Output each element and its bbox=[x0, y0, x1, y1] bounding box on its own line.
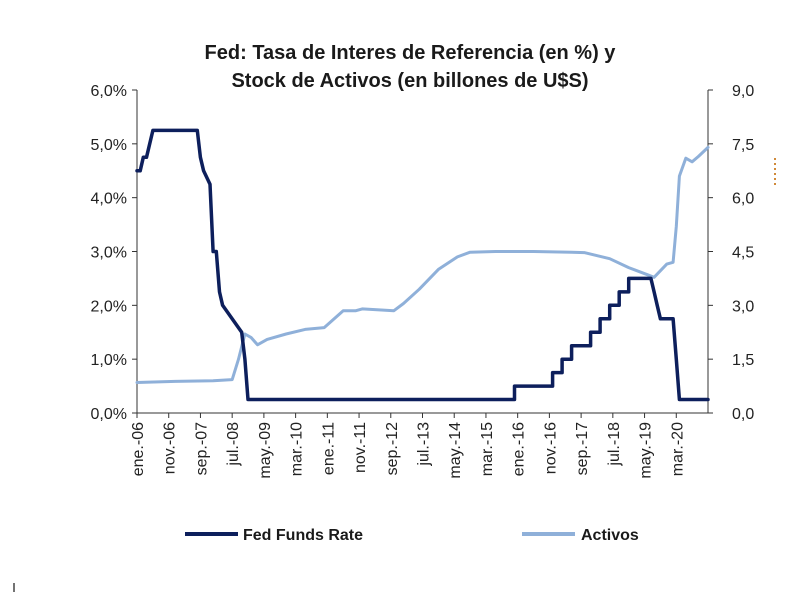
right-tick-label: 0,0 bbox=[732, 406, 754, 423]
left-tick-label: 0,0% bbox=[91, 406, 127, 423]
series-line-fed-funds-rate bbox=[135, 128, 710, 402]
right-tick-label: 9,0 bbox=[732, 83, 754, 100]
right-tick-label: 6,0 bbox=[732, 191, 754, 208]
x-tick-label: nov.-16 bbox=[542, 422, 559, 474]
left-tick-label: 2,0% bbox=[91, 298, 127, 315]
x-tick-label: mar.-10 bbox=[289, 422, 306, 476]
axes: 0,0% 1,0% 2,0% 3,0% 4,0% 5,0% 6,0% 0,0 1,5 3,0 4,5… bbox=[91, 83, 755, 479]
right-tick-label: 4,5 bbox=[732, 245, 754, 262]
x-tick-label: ene.-11 bbox=[320, 422, 337, 475]
chart-title-line-1: Fed: Tasa de Interes de Referencia (en %… bbox=[205, 42, 617, 64]
left-tick-label: 6,0% bbox=[91, 83, 127, 100]
left-tick-label: 4,0% bbox=[91, 191, 127, 208]
right-tick-label: 1,5 bbox=[732, 352, 754, 369]
legend-label-activos: Activos bbox=[581, 527, 639, 544]
x-tick-label: sep.-07 bbox=[193, 422, 210, 475]
x-tick-label: jul.-13 bbox=[416, 422, 433, 467]
x-tick-label: nov.-06 bbox=[162, 422, 179, 474]
x-tick-label: sep.-17 bbox=[574, 422, 591, 475]
x-tick-label: ene.-16 bbox=[511, 422, 528, 476]
series-line-activos bbox=[135, 145, 710, 384]
x-tick-label: mar.-20 bbox=[669, 422, 686, 476]
left-tick-label: 1,0% bbox=[91, 352, 127, 369]
chart-title-line-2: Stock de Activos (en billones de U$S) bbox=[231, 70, 588, 92]
x-tick-label: sep.-12 bbox=[384, 422, 401, 475]
x-tick-label: nov.-11 bbox=[352, 422, 369, 473]
right-tick-label: 7,5 bbox=[732, 137, 754, 154]
x-tick-label: may.-19 bbox=[638, 422, 655, 479]
legend-label-fed-funds-rate: Fed Funds Rate bbox=[243, 527, 363, 544]
legend: Fed Funds Rate Activos bbox=[185, 527, 639, 544]
series-layer bbox=[135, 128, 710, 402]
left-tick-label: 5,0% bbox=[91, 137, 127, 154]
x-tick-label: may.-14 bbox=[447, 422, 464, 479]
x-tick-label: mar.-15 bbox=[479, 422, 496, 476]
right-tick-label: 3,0 bbox=[732, 298, 754, 315]
x-tick-label: may.-09 bbox=[257, 422, 274, 479]
x-tick-label: jul.-18 bbox=[606, 422, 623, 467]
left-tick-label: 3,0% bbox=[91, 245, 127, 262]
x-tick-label: ene.-06 bbox=[130, 422, 147, 476]
x-tick-label: jul.-08 bbox=[225, 422, 242, 467]
